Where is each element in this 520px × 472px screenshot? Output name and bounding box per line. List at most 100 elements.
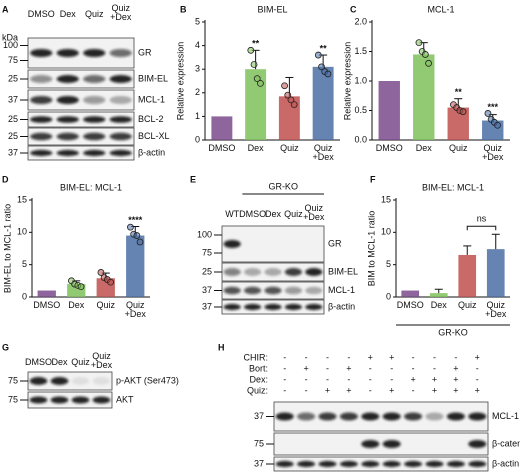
x-tick-label: Dex: [247, 143, 264, 153]
band: [109, 49, 132, 57]
data-point: [324, 70, 332, 78]
condition-sign: +: [368, 352, 373, 362]
bar: [245, 69, 267, 140]
condition-sign: -: [283, 352, 286, 362]
bar: [458, 254, 477, 297]
y-tick-label: 2.0: [354, 16, 367, 26]
row-label: GR: [138, 47, 152, 57]
lane-label: Quiz +Dex: [303, 203, 325, 223]
condition-sign: +: [453, 363, 458, 373]
lane-label: Quiz +Dex: [90, 351, 113, 371]
x-tick-label: Quiz: [457, 300, 477, 310]
condition-sign: -: [347, 374, 350, 384]
row-label: MCL-1: [328, 285, 355, 295]
marker-label: 25: [202, 266, 212, 276]
condition-sign: -: [412, 363, 415, 373]
band: [468, 460, 487, 468]
x-tick-label: Quiz +Dex: [124, 300, 146, 320]
condition-sign: +: [303, 363, 308, 373]
condition-sign: -: [454, 352, 457, 362]
x-tick-label: Dex: [415, 143, 432, 153]
data-point: [484, 110, 492, 117]
data-point: [77, 283, 85, 291]
data-point: [318, 63, 325, 71]
band: [30, 75, 53, 83]
band: [56, 149, 79, 157]
y-tick-label: 10: [17, 227, 27, 237]
condition-sign: -: [476, 363, 479, 373]
condition-label: Bort:: [249, 363, 268, 373]
condition-sign: -: [283, 385, 286, 395]
y-tick-label: 15: [381, 194, 391, 204]
band: [223, 303, 241, 311]
band: [30, 49, 53, 57]
condition-sign: -: [433, 352, 436, 362]
lane-label: DMSO: [239, 209, 267, 219]
marker-label: 37: [8, 147, 18, 157]
panel-letter: D: [2, 174, 9, 184]
y-tick-label: 1.0: [354, 75, 367, 85]
y-axis-label: BIM to MCL-1 ratio: [366, 211, 376, 287]
band: [56, 75, 79, 83]
row-label: MCL-1: [138, 94, 165, 104]
marker-label: 75: [254, 438, 264, 448]
band: [318, 460, 337, 468]
chart-title: BIM-EL: [257, 4, 287, 14]
condition-sign: +: [325, 385, 330, 395]
x-tick-label: Quiz +Dex: [312, 143, 334, 163]
band: [109, 116, 132, 123]
x-tick-label: Quiz: [448, 143, 468, 153]
band: [223, 268, 241, 276]
data-point: [133, 232, 141, 239]
condition-sign: -: [326, 374, 329, 384]
chart-title: BIM-EL: MCL-1: [422, 182, 484, 192]
band: [275, 460, 294, 468]
condition-sign: +: [475, 352, 480, 362]
unit-label: kDa: [2, 32, 18, 42]
panel-letter: F: [370, 174, 376, 184]
band: [361, 412, 380, 421]
row-label: β-catenin: [492, 438, 520, 448]
row-label: MCL-1: [492, 411, 519, 421]
marker-label: 37: [254, 458, 264, 468]
group-label: GR-KO: [438, 327, 468, 337]
marker-label: 25: [8, 131, 18, 141]
x-tick-label: DMSO: [396, 300, 424, 310]
data-point: [459, 108, 467, 116]
y-tick-label: 4: [195, 40, 200, 50]
condition-sign: +: [410, 374, 415, 384]
significance-label: ****: [128, 215, 143, 225]
band: [30, 149, 53, 157]
y-tick-label: 5: [22, 259, 27, 269]
band: [264, 286, 282, 295]
marker-label: 25: [8, 114, 18, 124]
lane-label: Dex: [264, 209, 281, 219]
bar: [312, 66, 334, 140]
data-point: [107, 278, 114, 286]
band: [92, 396, 111, 404]
condition-sign: -: [326, 363, 329, 373]
significance-label: ***: [487, 102, 498, 112]
condition-sign: -: [369, 385, 372, 395]
band: [339, 412, 358, 421]
band: [404, 412, 423, 421]
row-label: AKT: [116, 394, 134, 404]
band: [92, 377, 111, 385]
band: [297, 460, 316, 468]
marker-label: 75: [8, 394, 18, 404]
y-tick-label: 0: [195, 134, 200, 144]
y-axis-label: Relative expression: [342, 42, 352, 121]
condition-sign: -: [412, 385, 415, 395]
condition-sign: -: [283, 374, 286, 384]
condition-label: CHIR:: [244, 352, 269, 362]
condition-sign: -: [369, 363, 372, 373]
row-label: BIM-EL: [328, 266, 358, 276]
x-tick-label: Quiz: [280, 143, 299, 153]
band: [30, 132, 53, 141]
x-tick-label: Quiz: [96, 300, 115, 310]
condition-sign: -: [390, 363, 393, 373]
band: [71, 396, 90, 404]
marker-label: 75: [8, 375, 18, 385]
band: [305, 268, 323, 276]
